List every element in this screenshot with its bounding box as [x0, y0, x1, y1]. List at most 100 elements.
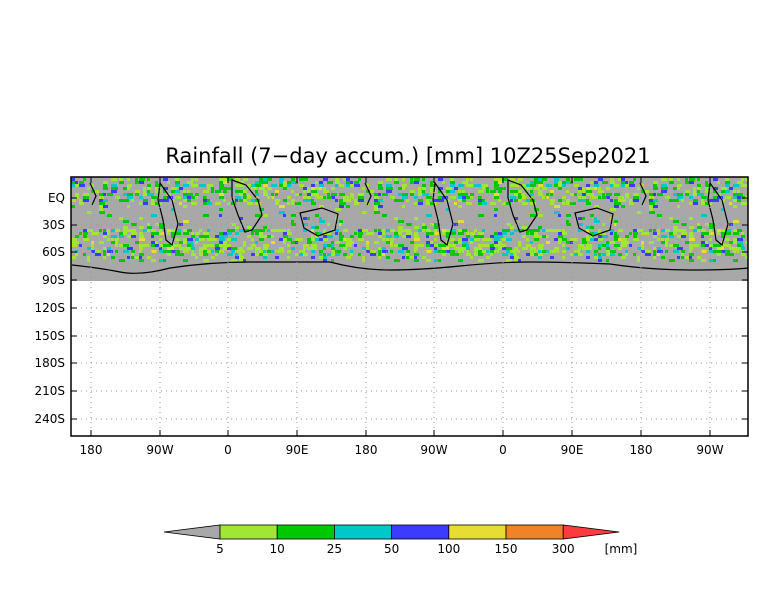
rainfall-cell — [534, 235, 538, 238]
rainfall-cell — [386, 241, 392, 244]
rainfall-cell — [534, 208, 539, 211]
rainfall-cell — [195, 178, 198, 181]
rainfall-cell — [119, 199, 124, 202]
rainfall-cell — [701, 235, 704, 238]
rainfall-cell — [466, 250, 469, 253]
rainfall-cell — [131, 256, 134, 259]
rainfall-cell — [414, 235, 419, 238]
rainfall-cell — [311, 199, 314, 202]
rainfall-cell — [183, 241, 189, 244]
rainfall-cell — [458, 220, 464, 223]
rainfall-cell — [99, 199, 105, 202]
rainfall-cell — [151, 229, 156, 232]
rainfall-cell — [602, 253, 606, 256]
rainfall-cell — [446, 208, 449, 211]
rainfall-cell — [75, 184, 80, 187]
rainfall-cell — [514, 217, 518, 220]
rainfall-cell — [331, 196, 335, 199]
rainfall-cell — [558, 241, 561, 244]
rainfall-cell — [438, 244, 442, 247]
rainfall-cell — [462, 193, 468, 196]
rainfall-cell — [123, 229, 127, 232]
rainfall-cell — [430, 184, 436, 187]
rainfall-cell — [406, 223, 412, 226]
rainfall-cell — [677, 235, 681, 238]
rainfall-cell — [163, 259, 166, 262]
rainfall-cell — [191, 202, 197, 205]
rainfall-cell — [362, 211, 367, 214]
rainfall-cell — [494, 178, 500, 181]
rainfall-cell — [103, 235, 107, 238]
rainfall-cell — [438, 178, 443, 181]
rainfall-cell — [438, 199, 444, 202]
rainfall-cell — [386, 178, 392, 181]
rainfall-cell — [470, 178, 473, 181]
rainfall-cell — [713, 199, 719, 202]
rainfall-cell — [187, 190, 190, 193]
rainfall-cell — [438, 190, 441, 193]
rainfall-cell — [410, 256, 416, 259]
rainfall-cell — [614, 238, 618, 241]
rainfall-cell — [418, 193, 423, 196]
rainfall-cell — [103, 229, 106, 232]
rainfall-cell — [709, 226, 713, 229]
coastline-path — [231, 179, 263, 233]
rainfall-cell — [502, 202, 505, 205]
rainfall-cell — [494, 241, 500, 244]
rainfall-cell — [538, 235, 544, 238]
rainfall-cell — [155, 223, 161, 226]
rainfall-cell — [741, 253, 746, 256]
rainfall-cell — [99, 208, 103, 211]
rainfall-cell — [350, 241, 354, 244]
rainfall-cell — [478, 253, 483, 256]
rainfall-cell — [267, 187, 272, 190]
rainfall-cell — [669, 199, 674, 202]
rainfall-cell — [729, 187, 733, 190]
rainfall-cell — [733, 199, 737, 202]
rainfall-cell — [327, 181, 333, 184]
rainfall-cell — [398, 229, 402, 232]
longitude-tick-label: 90E — [561, 443, 584, 457]
rainfall-cell — [311, 256, 315, 259]
rainfall-cell — [335, 208, 341, 211]
rainfall-cell — [115, 196, 120, 199]
rainfall-cell — [406, 199, 409, 202]
rainfall-cell — [554, 229, 560, 232]
rainfall-cell — [649, 202, 655, 205]
rainfall-cell — [331, 250, 335, 253]
rainfall-cell — [223, 181, 227, 184]
rainfall-cell — [315, 196, 320, 199]
rainfall-cell — [143, 199, 148, 202]
rainfall-cell — [434, 232, 439, 235]
rainfall-cell — [87, 211, 92, 214]
rainfall-cell — [594, 238, 600, 241]
rainfall-cell — [458, 199, 462, 202]
rainfall-cell — [494, 187, 499, 190]
rainfall-cell — [255, 229, 260, 232]
rainfall-cell — [621, 199, 626, 202]
rainfall-cell — [79, 244, 82, 247]
rainfall-cell — [689, 238, 695, 241]
rainfall-cell — [119, 235, 124, 238]
rainfall-cell — [633, 232, 638, 235]
rainfall-cell — [123, 244, 129, 247]
rainfall-cell — [673, 232, 677, 235]
rainfall-cell — [733, 196, 737, 199]
rainfall-cell — [418, 187, 421, 190]
rainfall-cell — [629, 202, 634, 205]
rainfall-cell — [159, 247, 162, 250]
rainfall-cell — [606, 253, 610, 256]
rainfall-cell — [382, 214, 387, 217]
rainfall-cell — [139, 181, 144, 184]
rainfall-cell — [378, 187, 383, 190]
rainfall-cell — [271, 196, 274, 199]
rainfall-cell — [354, 244, 357, 247]
rainfall-cell — [462, 244, 468, 247]
rainfall-cell — [669, 259, 675, 262]
rainfall-cell — [649, 229, 652, 232]
rainfall-cell — [203, 250, 207, 253]
rainfall-cell — [522, 184, 528, 187]
rainfall-cell — [323, 190, 329, 193]
rainfall-cell — [219, 181, 223, 184]
rainfall-cell — [195, 256, 198, 259]
